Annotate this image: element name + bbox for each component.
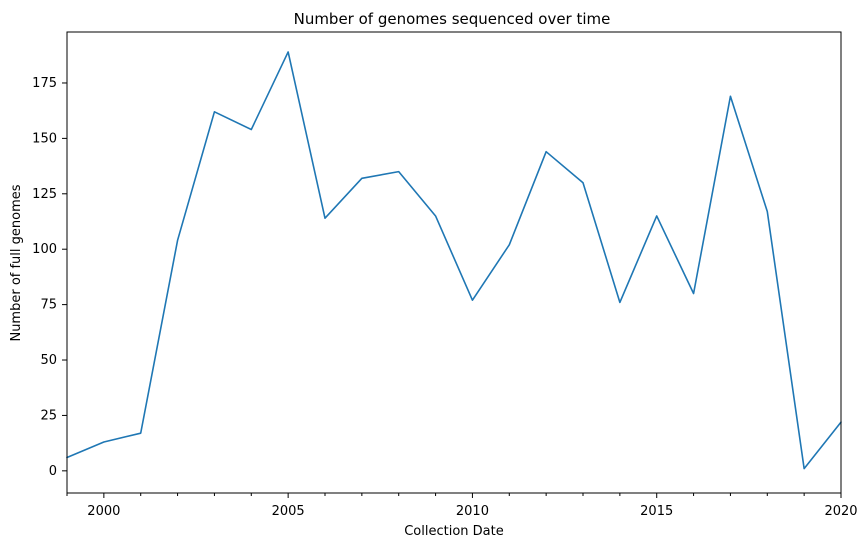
x-tick-label-2015: 2015	[640, 504, 673, 519]
plot-area	[66, 31, 842, 494]
y-tick-label-150: 150	[32, 131, 57, 146]
y-tick-label-25: 25	[40, 408, 57, 423]
y-tick-label-75: 75	[40, 298, 57, 313]
chart-title: Number of genomes sequenced over time	[294, 10, 611, 28]
y-tick-label-0: 0	[49, 464, 57, 479]
x-tick-label-2010: 2010	[456, 504, 489, 519]
x-tick-label-2000: 2000	[87, 504, 120, 519]
y-tick-label-125: 125	[32, 187, 57, 202]
y-tick-label-175: 175	[32, 76, 57, 91]
series-line-0	[66, 51, 842, 470]
y-axis-label: Number of full genomes	[9, 184, 24, 341]
x-tick-label-2020: 2020	[824, 504, 857, 519]
x-axis-label: Collection Date	[404, 524, 504, 539]
y-axis-ticks: 0 25 50 75 100 125 150 175	[32, 76, 67, 479]
y-tick-label-50: 50	[40, 353, 57, 368]
line-layer	[66, 51, 842, 470]
y-tick-label-100: 100	[32, 242, 57, 257]
x-axis-ticks: 2000 2005 2010 2015 2020	[66, 493, 858, 519]
x-tick-label-2005: 2005	[272, 504, 305, 519]
plot-frame	[66, 31, 842, 494]
